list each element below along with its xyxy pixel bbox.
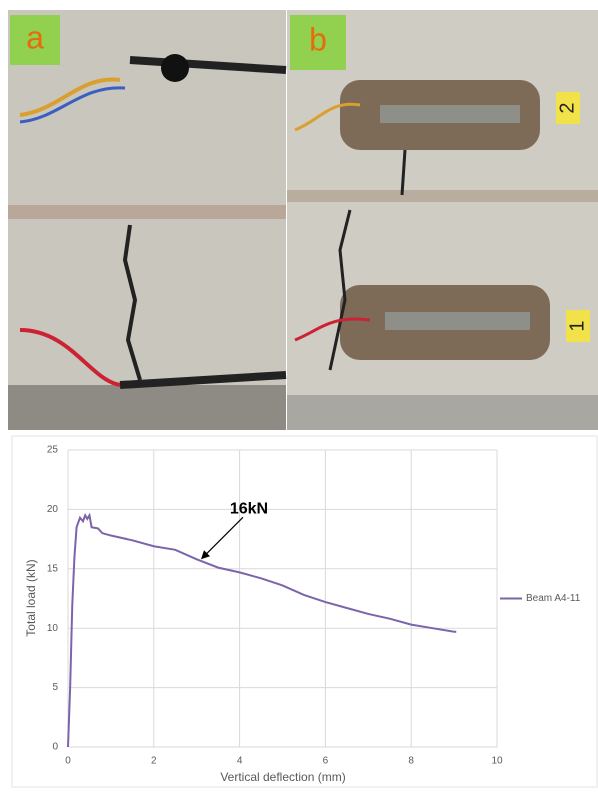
photo-b: b 2 1 xyxy=(287,10,598,430)
y-tick-label: 10 xyxy=(47,623,59,634)
y-tick-label: 25 xyxy=(47,445,59,456)
legend-label: Beam A4-11 xyxy=(526,593,581,604)
x-tick-label: 6 xyxy=(323,756,329,767)
y-tick-label: 5 xyxy=(52,682,58,693)
x-tick-label: 4 xyxy=(237,756,243,767)
chart-frame xyxy=(12,436,597,787)
gauge-label: 1 xyxy=(566,320,588,331)
y-tick-label: 0 xyxy=(52,742,58,753)
x-tick-label: 0 xyxy=(65,756,71,767)
y-tick-label: 15 xyxy=(47,563,59,574)
x-axis-title: Vertical deflection (mm) xyxy=(220,770,345,784)
figure: a b 2 1 Vertical deflection (mm) Total l… xyxy=(0,0,598,788)
data-line xyxy=(68,515,456,747)
chart: Vertical deflection (mm) Total load (kN)… xyxy=(24,445,581,785)
photo-a: a xyxy=(8,10,286,430)
y-tick-label: 20 xyxy=(47,504,59,515)
x-tick-label: 2 xyxy=(151,756,157,767)
annotation-arrow xyxy=(204,517,243,556)
y-axis-title: Total load (kN) xyxy=(24,559,38,636)
page: {"photos": {"panel_labels": ["a", "b"], … xyxy=(0,0,598,788)
annotation-text: 16kN xyxy=(230,501,268,518)
x-tick-label: 8 xyxy=(408,756,414,767)
x-tick-label: 10 xyxy=(491,756,503,767)
gauge-label: 2 xyxy=(556,102,578,113)
panel-label: a xyxy=(26,19,44,55)
panel-label: b xyxy=(309,21,327,57)
